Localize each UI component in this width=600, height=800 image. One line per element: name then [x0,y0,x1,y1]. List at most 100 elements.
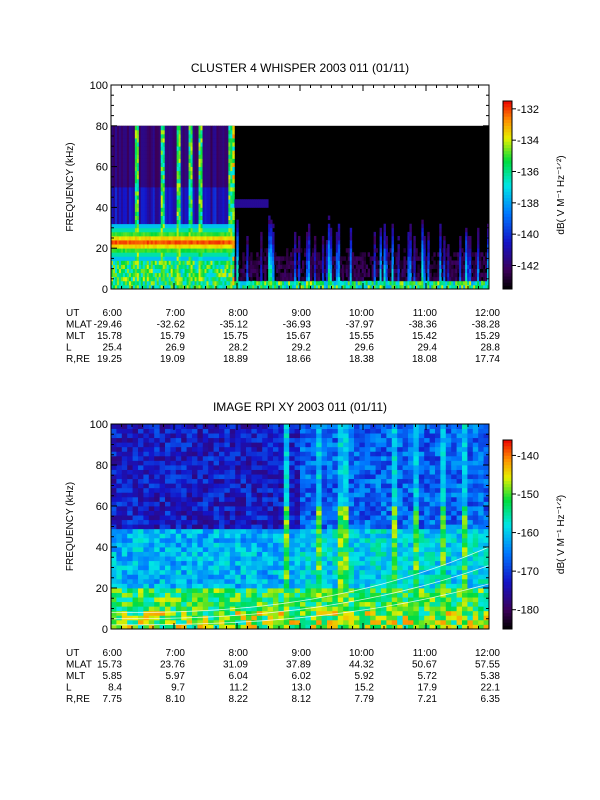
ephemeris-row-label: UT [66,648,79,659]
ephemeris-value: 57.55 [475,660,500,671]
ephemeris-value: 15.79 [160,331,185,342]
ephemeris-value: 7:00 [166,648,186,659]
ephemeris-value: 15.42 [412,331,437,342]
ephemeris-value: 12:00 [475,308,500,319]
y-axis-label: FREQUENCY (kHz) [65,142,76,231]
ephemeris-value: 15.73 [97,660,122,671]
ephemeris-value: 31.09 [223,660,248,671]
colorbar-tick-label: -140 [517,229,539,241]
ephemeris-value: 28.8 [481,343,501,354]
ephemeris-value: 18.38 [349,354,374,365]
ephemeris-value: 10:00 [349,308,374,319]
ephemeris-value: 5.97 [166,671,186,682]
ephemeris-value: 8:00 [229,648,249,659]
ephemeris-value: -38.28 [472,320,501,331]
panel-1: CLUSTER 4 WHISPER 2003 011 (01/11) 0 20 40 6… [65,61,567,365]
ephemeris-value: 18.08 [412,354,437,365]
ephemeris-value: 5.85 [103,671,123,682]
y-tick-label: 80 [96,121,108,133]
ephemeris-value: 6.02 [292,671,312,682]
ephemeris-value: -29.46 [94,320,123,331]
ephemeris-row-label: L [66,683,72,694]
ephemeris-value: 8.10 [166,694,186,705]
ephemeris-row-label: MLAT [66,320,92,331]
colorbar: -140 -150 -160 -170 -180 dB( V M⁻¹ Hz⁻¹ᐟ²) [502,439,567,630]
ephemeris-value: 17.9 [418,683,438,694]
y-tick-label: 20 [96,583,108,595]
y-tick-label: 40 [96,202,108,214]
ephemeris-value: 15.78 [97,331,122,342]
ephemeris-value: 8:00 [229,308,249,319]
ephemeris-value: 5.38 [481,671,501,682]
ephemeris-value: 11:00 [413,308,438,319]
ephemeris-value: 25.4 [103,343,123,354]
colorbar-tick-label: -136 [517,167,539,179]
colorbar-label: dB( V M⁻¹ Hz⁻¹ᐟ²) [556,155,567,234]
ephemeris-value: 29.6 [355,343,375,354]
y-tick-label: 0 [102,284,108,296]
ephemeris-value: 6:00 [103,648,123,659]
ephemeris-value: 15.67 [286,331,311,342]
ephemeris-value: 13.0 [292,683,312,694]
ephemeris-value: 6.35 [481,694,501,705]
y-tick-label: 60 [96,162,108,174]
colorbar-tick-label: -170 [517,566,539,578]
ephemeris-value: 29.2 [292,343,312,354]
ephemeris-value: 5.72 [418,671,438,682]
ephemeris-row-label: MLT [66,331,85,342]
y-tick-label: 100 [90,419,108,431]
ephemeris-value: 7.75 [103,694,123,705]
ephemeris-value: -36.93 [283,320,312,331]
ephemeris-row-label: L [66,343,72,354]
ephemeris-value: 8.4 [108,683,122,694]
ephemeris-value: 18.89 [223,354,248,365]
ephemeris-value: 10:00 [349,648,374,659]
ephemeris-value: 12:00 [475,648,500,659]
ephemeris-row-label: MLT [66,671,85,682]
ephemeris-row-label: MLAT [66,660,92,671]
ephemeris-value: 50.67 [412,660,437,671]
ephemeris-value: 5.92 [355,671,375,682]
y-axis-label: FREQUENCY (kHz) [65,482,76,571]
colorbar-tick-label: -132 [517,104,539,116]
colorbar-tick-label: -180 [517,605,539,617]
ephemeris-value: 8.22 [229,694,249,705]
y-tick-label: 80 [96,460,108,472]
y-tick-label: 100 [90,80,108,92]
ephemeris-value: 7.21 [418,694,438,705]
ephemeris-value: 7.79 [355,694,375,705]
ephemeris-value: 11.2 [229,683,248,694]
ephemeris-value: 8.12 [292,694,312,705]
colorbar-tick-label: -142 [517,261,539,273]
ephemeris-value: 9.7 [171,683,185,694]
chart-title: CLUSTER 4 WHISPER 2003 011 (01/11) [191,61,409,75]
colorbar-tick-label: -138 [517,198,539,210]
ephemeris-value: 18.66 [286,354,311,365]
ephemeris-value: 26.9 [166,343,186,354]
ephemeris-value: 19.25 [97,354,122,365]
ephemeris-value: 9:00 [292,308,312,319]
ephemeris-row-label: R,RE [66,694,90,705]
y-tick-label: 40 [96,542,108,554]
ephemeris-value: 9:00 [292,648,312,659]
colorbar-tick-label: -140 [517,450,539,462]
spectrogram [110,424,490,630]
ephemeris-value: 28.2 [229,343,249,354]
ephemeris-value: 7:00 [166,308,186,319]
spectrogram [111,125,490,290]
ephemeris-value: -35.12 [220,320,249,331]
colorbar-tick-label: -160 [517,528,539,540]
ephemeris-value: -37.97 [346,320,375,331]
panel-2: IMAGE RPI XY 2003 011 (01/11) 0 20 40 60 80 10… [65,400,567,705]
ephemeris-table: UT 6:00 7:00 8:00 9:00 10:00 11:00 12:00 MLAT -29… [66,308,500,365]
chart-title: IMAGE RPI XY 2003 011 (01/11) [213,400,387,414]
ephemeris-value: 29.4 [418,343,438,354]
ephemeris-value: 22.1 [481,683,501,694]
colorbar-tick-label: -150 [517,489,539,501]
ephemeris-value: 19.09 [160,354,185,365]
ephemeris-value: 6.04 [229,671,249,682]
ephemeris-value: 15.29 [475,331,500,342]
ephemeris-value: -38.36 [409,320,438,331]
y-tick-label: 60 [96,501,108,513]
